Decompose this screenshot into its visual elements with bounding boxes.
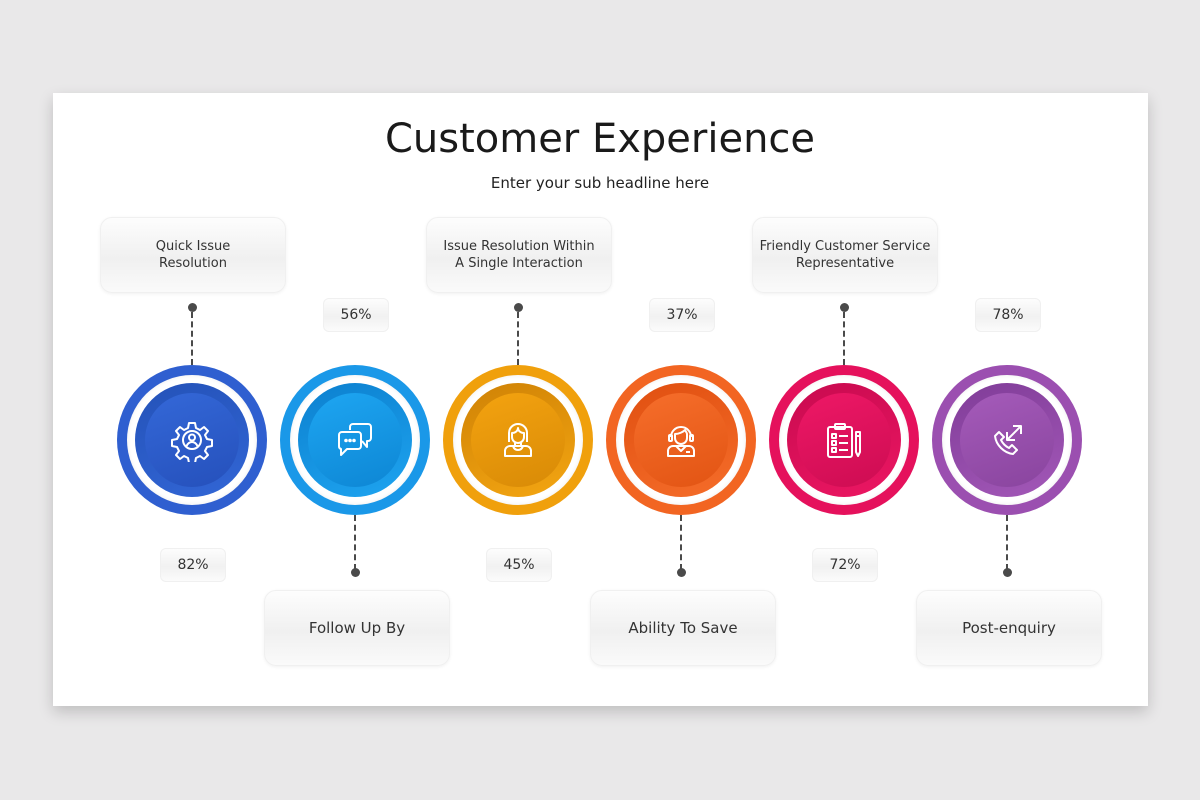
step-6-label: Post-enquiry — [962, 618, 1056, 637]
step-5-connector-line — [843, 312, 845, 365]
step-2-connector-dot — [351, 568, 360, 577]
step-3-connector-dot — [514, 303, 523, 312]
step-1-label-line1: Quick Issue — [155, 239, 231, 254]
step-3-label-box: Issue Resolution Within A Single Interact… — [426, 217, 612, 293]
step-2-label-box: Follow Up By — [264, 590, 450, 666]
step-3-label-line2: A Single Interaction — [455, 256, 583, 271]
step-1-label-line2: Resolution — [159, 256, 227, 271]
step-6-connector-dot — [1003, 568, 1012, 577]
page-subtitle: Enter your sub headline here — [490, 174, 710, 192]
step-2-circle — [280, 365, 430, 515]
clipboard-checklist-icon — [827, 423, 861, 458]
step-4-circle — [606, 365, 756, 515]
step-2-connector-line — [354, 515, 356, 570]
step-4-percent: 37% — [649, 298, 715, 332]
step-6-percent: 78% — [975, 298, 1041, 332]
headset-agent-icon — [667, 426, 695, 457]
step-1-circle — [117, 365, 267, 515]
step-4-label: Ability To Save — [628, 618, 738, 637]
step-5-label-line2: Representative — [795, 256, 895, 271]
step-3-connector-line — [517, 312, 519, 365]
step-4-connector-line — [680, 515, 682, 570]
female-agent-icon — [504, 423, 532, 457]
step-2-percent: 56% — [323, 298, 389, 332]
step-1-connector-dot — [188, 303, 197, 312]
step-3-label-line1: Issue Resolution Within — [443, 239, 595, 254]
step-1-label-box: Quick Issue Resolution — [100, 217, 286, 293]
step-5-connector-dot — [840, 303, 849, 312]
step-6-label-box: Post-enquiry — [916, 590, 1102, 666]
step-1-percent: 82% — [160, 548, 226, 582]
step-5-label-line1: Friendly Customer Service — [759, 239, 931, 254]
step-5-percent: 72% — [812, 548, 878, 582]
step-5-label-box: Friendly Customer Service Representative — [752, 217, 938, 293]
page-title: Customer Experience — [384, 116, 816, 162]
gear-user-icon — [171, 422, 213, 462]
phone-arrows-icon — [994, 425, 1022, 455]
step-3-circle — [443, 365, 593, 515]
step-3-percent: 45% — [486, 548, 552, 582]
step-4-label-box: Ability To Save — [590, 590, 776, 666]
step-5-circle — [769, 365, 919, 515]
step-2-label: Follow Up By — [308, 618, 406, 637]
step-4-connector-dot — [677, 568, 686, 577]
step-1-connector-line — [191, 312, 193, 365]
chat-bubbles-icon — [338, 423, 372, 456]
step-6-circle — [932, 365, 1082, 515]
step-6-connector-line — [1006, 515, 1008, 570]
